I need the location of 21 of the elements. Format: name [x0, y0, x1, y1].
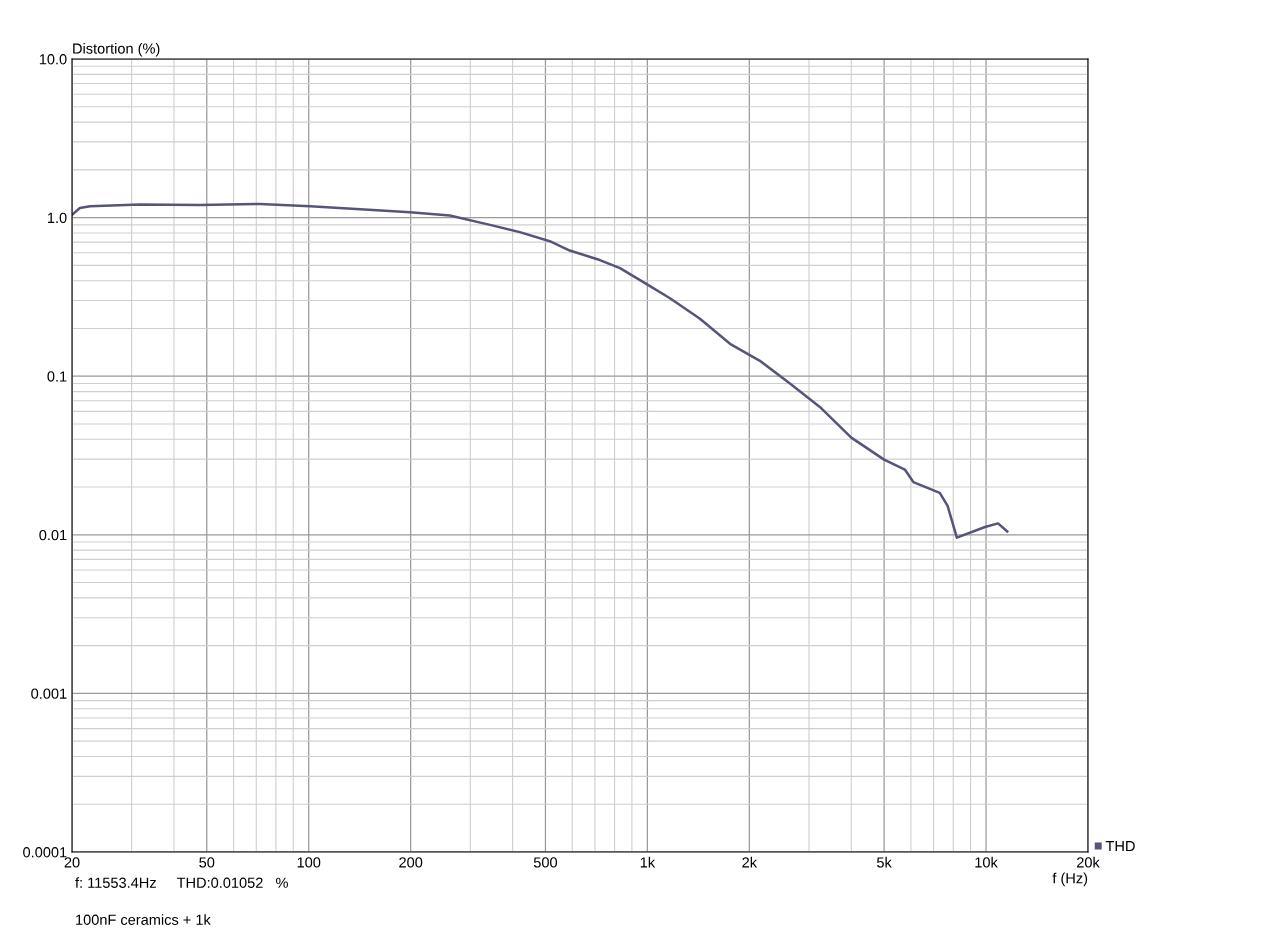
y-tick-label: 0.01	[39, 529, 67, 541]
x-tick-label: 50	[199, 857, 215, 868]
legend-label: THD	[1105, 841, 1135, 852]
y-tick-label: 10.0	[39, 54, 67, 65]
y-axis-title: Distortion (%)	[73, 43, 160, 57]
x-tick-label: 500	[533, 857, 558, 868]
x-tick-label: 1k	[640, 856, 656, 868]
x-tick-label: 5k	[876, 856, 892, 868]
y-tick-label: 0.0001	[23, 847, 67, 858]
x-tick-label: 2k	[742, 856, 758, 868]
y-tick-label: 1.0	[47, 212, 67, 224]
x-tick-label: 200	[399, 857, 423, 868]
y-tick-label: 0.1	[47, 371, 67, 382]
x-tick-label: 10k	[975, 856, 998, 868]
text: 100nF ceramics + 1k	[76, 914, 211, 925]
x-axis-title: f (Hz)	[1052, 872, 1088, 887]
x-tick-label: 100	[297, 857, 321, 868]
y-tick-label: 0.001	[31, 688, 67, 699]
text: f: 11553.4Hz THD:0.01052 %	[75, 877, 288, 888]
x-tick-label: 20	[64, 857, 80, 868]
x-tick-label: 20k	[1076, 856, 1100, 868]
